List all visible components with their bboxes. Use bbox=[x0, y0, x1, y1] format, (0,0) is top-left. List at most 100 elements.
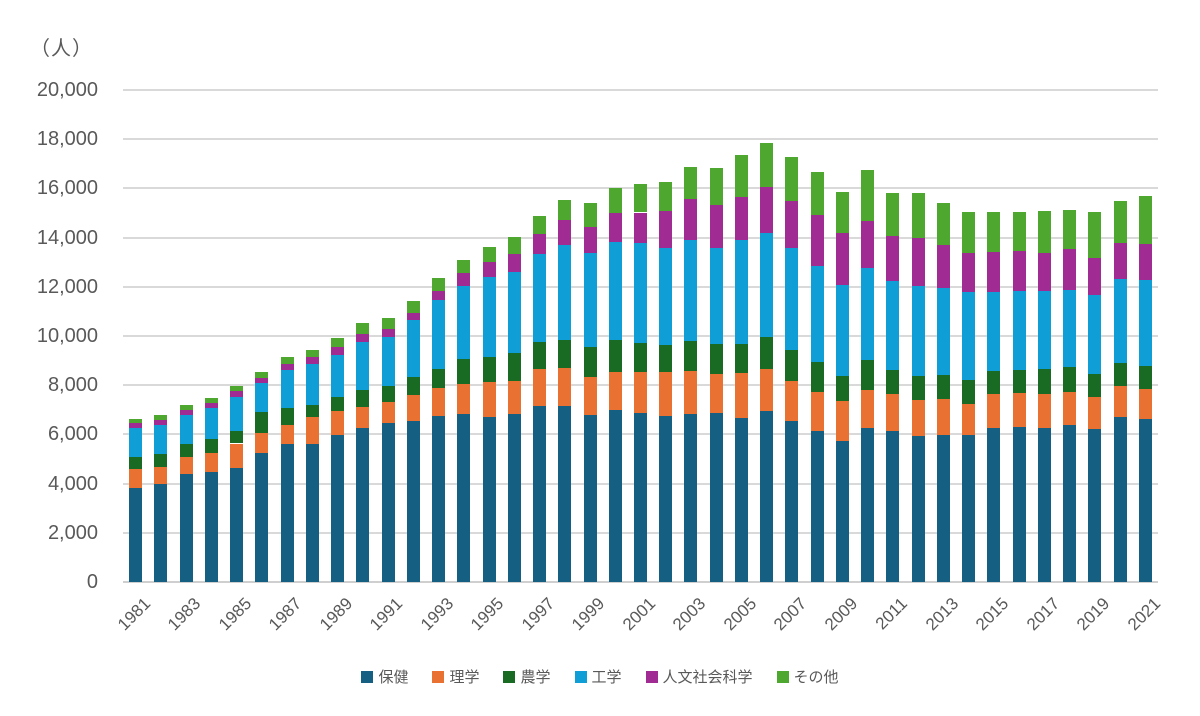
bar-segment-その他-2002 bbox=[659, 182, 673, 212]
bar-segment-理学-1992 bbox=[406, 394, 420, 421]
bar-segment-工学-1992 bbox=[406, 320, 420, 377]
bar-segment-理学-2001 bbox=[634, 372, 647, 413]
bar-segment-保健-1987 bbox=[280, 444, 294, 582]
bar-segment-農学-1985 bbox=[230, 431, 244, 444]
bar-segment-その他-2019 bbox=[1088, 211, 1102, 258]
bar-segment-保健-1992 bbox=[406, 420, 420, 582]
bar-segment-保健-2011 bbox=[886, 431, 900, 582]
x-axis-line bbox=[123, 581, 1158, 583]
x-axis-tick-label: 1987 bbox=[265, 594, 306, 635]
bar-segment-理学-2021 bbox=[1138, 388, 1152, 419]
bar-segment-人文社会科学-2014 bbox=[962, 252, 976, 292]
bar-segment-理学-1996 bbox=[507, 380, 521, 415]
bar-segment-人文社会科学-1981 bbox=[129, 422, 143, 428]
bar-segment-理学-2016 bbox=[1012, 393, 1026, 427]
bar-segment-理学-1987 bbox=[280, 424, 294, 445]
bar-segment-その他-2003 bbox=[684, 166, 698, 200]
bar-segment-農学-1984 bbox=[204, 439, 218, 453]
bar-segment-理学-2000 bbox=[608, 371, 622, 411]
legend-swatch-icon bbox=[361, 670, 374, 683]
legend-swatch-icon bbox=[503, 670, 516, 683]
bar-segment-理学-1993 bbox=[432, 387, 446, 416]
bar-segment-その他-2017 bbox=[1037, 211, 1051, 253]
bar-segment-工学-2019 bbox=[1088, 295, 1102, 375]
bar-segment-保健-1999 bbox=[583, 414, 597, 582]
y-axis-tick-label: 6,000 bbox=[47, 423, 98, 446]
bar-segment-人文社会科学-2018 bbox=[1063, 249, 1077, 290]
bar-segment-保健-1984 bbox=[204, 471, 218, 582]
bar-segment-人文社会科学-1989 bbox=[331, 347, 345, 355]
x-axis-tick-label: 1991 bbox=[366, 594, 407, 635]
bar-segment-保健-1993 bbox=[432, 415, 446, 582]
bar-segment-理学-2007 bbox=[785, 381, 799, 422]
bar-segment-その他-2005 bbox=[734, 154, 748, 197]
bar-segment-農学-2003 bbox=[684, 340, 698, 372]
bar-segment-工学-1988 bbox=[305, 363, 319, 406]
bar-segment-工学-1994 bbox=[457, 286, 471, 360]
bar-segment-人文社会科学-1999 bbox=[583, 227, 597, 253]
bar-segment-その他-1981 bbox=[129, 419, 143, 423]
bar-segment-理学-2020 bbox=[1113, 386, 1127, 418]
bar-segment-保健-1997 bbox=[533, 406, 547, 582]
legend-label: 農学 bbox=[520, 669, 551, 686]
bar-segment-保健-2000 bbox=[608, 410, 622, 582]
bar-segment-その他-1994 bbox=[457, 260, 471, 273]
legend-item-保健: 保健 bbox=[361, 666, 408, 687]
bar-segment-保健-2009 bbox=[835, 441, 849, 582]
bar-segment-農学-1994 bbox=[457, 359, 471, 385]
bar-segment-人文社会科学-1987 bbox=[280, 364, 294, 371]
bar-segment-人文社会科学-2021 bbox=[1138, 244, 1152, 281]
bar-segment-工学-2013 bbox=[936, 287, 950, 375]
bar-segment-農学-2006 bbox=[760, 336, 774, 370]
bar-segment-農学-1999 bbox=[583, 347, 597, 378]
bar-segment-工学-1981 bbox=[129, 428, 143, 457]
bar-segment-理学-2015 bbox=[987, 394, 1001, 428]
bar-segment-人文社会科学-1991 bbox=[381, 328, 395, 338]
bar-segment-農学-2001 bbox=[634, 343, 647, 373]
bar-segment-人文社会科学-2000 bbox=[608, 213, 622, 242]
bar-segment-保健-2018 bbox=[1063, 425, 1077, 582]
bar-segment-その他-1983 bbox=[179, 404, 193, 410]
bar-segment-その他-2011 bbox=[886, 192, 900, 236]
bar-segment-その他-2001 bbox=[634, 184, 647, 213]
bar-segment-工学-1995 bbox=[482, 276, 496, 358]
bar-segment-工学-2002 bbox=[659, 247, 673, 345]
legend: 保健 理学 農学 工学 人文社会科学 その他 bbox=[0, 666, 1200, 687]
bar-segment-その他-1984 bbox=[204, 398, 218, 403]
bar-segment-保健-1998 bbox=[558, 406, 572, 582]
bar-segment-理学-1985 bbox=[230, 443, 244, 468]
bar-segment-工学-1993 bbox=[432, 300, 446, 370]
bar-segment-その他-2016 bbox=[1012, 212, 1026, 251]
bar-segment-農学-2004 bbox=[709, 344, 723, 375]
bar-segment-理学-1998 bbox=[558, 368, 572, 407]
bar-segment-その他-1992 bbox=[406, 301, 420, 313]
y-axis-tick-label: 18,000 bbox=[36, 128, 98, 151]
bar-segment-人文社会科学-2003 bbox=[684, 199, 698, 240]
bar-segment-工学-1997 bbox=[533, 254, 547, 342]
bar-segment-工学-1985 bbox=[230, 396, 244, 432]
legend-label: 保健 bbox=[378, 669, 409, 686]
bar-segment-農学-2002 bbox=[659, 344, 673, 372]
bar-segment-その他-1995 bbox=[482, 247, 496, 263]
bar-segment-農学-2021 bbox=[1138, 366, 1152, 389]
bar-segment-農学-1995 bbox=[482, 357, 496, 383]
bar-segment-工学-2015 bbox=[987, 291, 1001, 371]
bar-segment-理学-2019 bbox=[1088, 396, 1102, 430]
bar-segment-人文社会科学-1988 bbox=[305, 357, 319, 364]
bar-segment-保健-2014 bbox=[962, 435, 976, 582]
bar-segment-工学-1989 bbox=[331, 354, 345, 397]
bar-segment-理学-2010 bbox=[861, 390, 875, 429]
bar-segment-人文社会科学-1994 bbox=[457, 272, 471, 287]
bar-segment-保健-1990 bbox=[356, 427, 370, 582]
bar-segment-農学-2010 bbox=[861, 360, 875, 391]
bar-segment-人文社会科学-2019 bbox=[1088, 257, 1102, 296]
bar-segment-工学-2006 bbox=[760, 233, 774, 337]
bar-segment-工学-1982 bbox=[154, 425, 168, 454]
bar-segment-農学-1997 bbox=[533, 341, 547, 370]
bar-segment-理学-2002 bbox=[659, 371, 673, 417]
bar-segment-工学-1987 bbox=[280, 370, 294, 408]
bar-segment-工学-2017 bbox=[1037, 290, 1051, 369]
bar-segment-農学-1983 bbox=[179, 443, 193, 458]
bar-segment-その他-2012 bbox=[911, 192, 925, 238]
bar-segment-工学-2009 bbox=[835, 285, 849, 376]
